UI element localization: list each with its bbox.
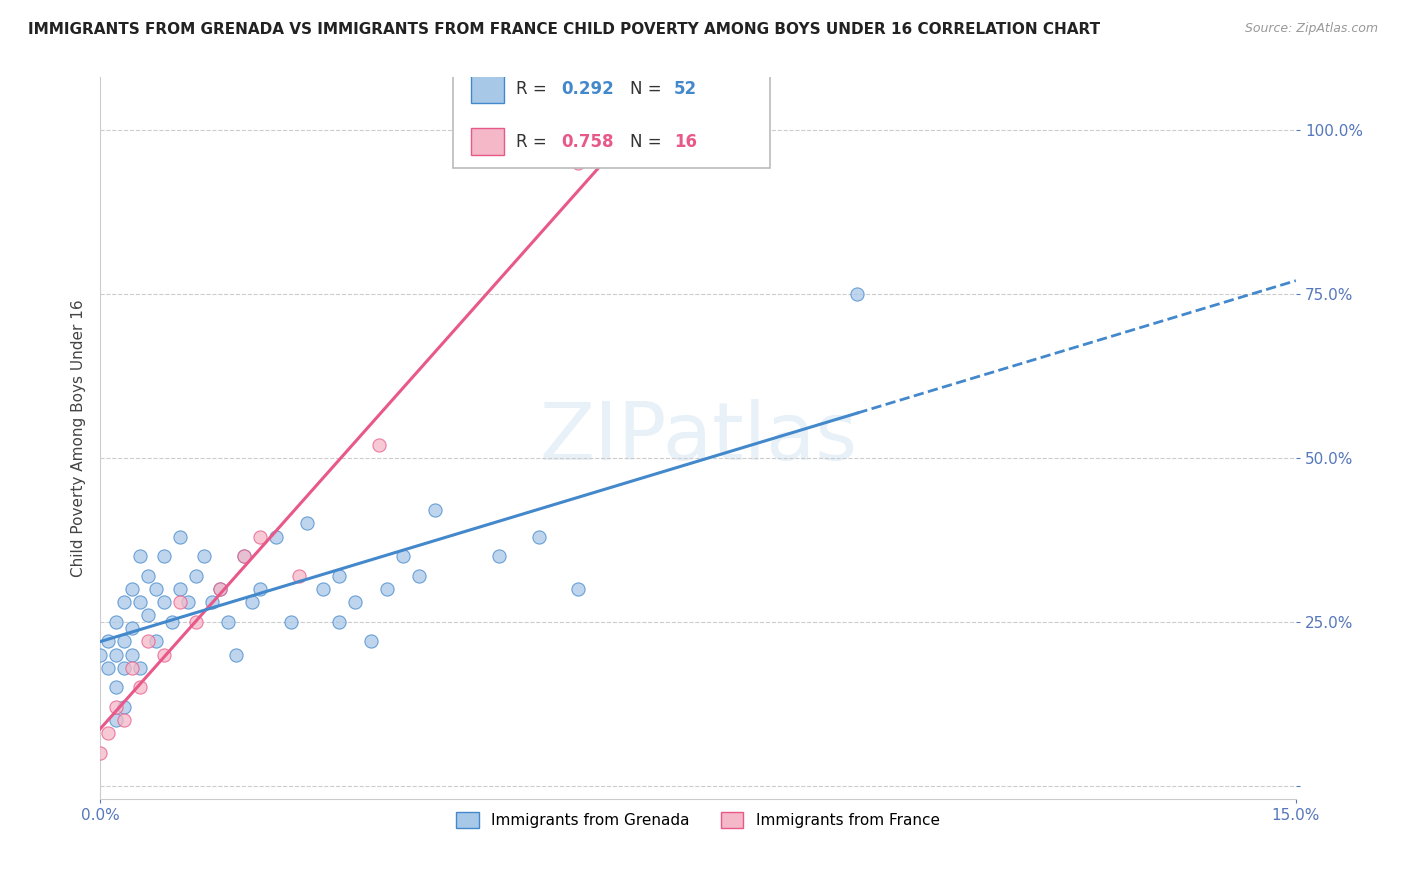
Point	[208, 582, 231, 596]
Point	[112, 661, 135, 675]
Point	[153, 595, 176, 609]
Text: 16: 16	[673, 133, 697, 151]
Point	[240, 595, 263, 609]
Point	[846, 286, 869, 301]
Point	[193, 549, 215, 564]
Text: N =: N =	[630, 133, 666, 151]
Point	[145, 634, 167, 648]
Point	[129, 549, 152, 564]
Point	[153, 648, 176, 662]
Text: 52: 52	[673, 80, 697, 98]
Point	[423, 503, 446, 517]
Y-axis label: Child Poverty Among Boys Under 16: Child Poverty Among Boys Under 16	[72, 300, 86, 577]
Point	[288, 569, 311, 583]
Point	[280, 615, 302, 629]
Point	[136, 569, 159, 583]
Point	[567, 582, 589, 596]
Point	[184, 569, 207, 583]
Text: 0.758: 0.758	[561, 133, 614, 151]
Text: R =: R =	[516, 133, 553, 151]
Point	[89, 648, 111, 662]
Point	[567, 155, 589, 169]
Point	[112, 595, 135, 609]
Text: ZIPatlas: ZIPatlas	[538, 399, 858, 477]
Point	[344, 595, 367, 609]
Point	[112, 713, 135, 727]
Point	[184, 615, 207, 629]
Point	[297, 516, 319, 531]
Text: R =: R =	[516, 80, 553, 98]
Point	[97, 634, 120, 648]
Point	[527, 529, 550, 543]
Legend: Immigrants from Grenada, Immigrants from France: Immigrants from Grenada, Immigrants from…	[450, 806, 946, 835]
Point	[97, 726, 120, 740]
Point	[89, 746, 111, 760]
Point	[105, 615, 128, 629]
Point	[121, 661, 143, 675]
Point	[129, 595, 152, 609]
Point	[105, 713, 128, 727]
Point	[249, 582, 271, 596]
Point	[169, 529, 191, 543]
Point	[121, 648, 143, 662]
Point	[375, 582, 398, 596]
Point	[328, 615, 350, 629]
Text: Source: ZipAtlas.com: Source: ZipAtlas.com	[1244, 22, 1378, 36]
Point	[153, 549, 176, 564]
Text: IMMIGRANTS FROM GRENADA VS IMMIGRANTS FROM FRANCE CHILD POVERTY AMONG BOYS UNDER: IMMIGRANTS FROM GRENADA VS IMMIGRANTS FR…	[28, 22, 1101, 37]
Point	[232, 549, 254, 564]
Point	[136, 608, 159, 623]
Point	[392, 549, 415, 564]
Point	[129, 661, 152, 675]
Point	[232, 549, 254, 564]
Point	[177, 595, 200, 609]
Point	[488, 549, 510, 564]
FancyBboxPatch shape	[453, 63, 769, 168]
Point	[408, 569, 430, 583]
Point	[105, 648, 128, 662]
Point	[145, 582, 167, 596]
Point	[328, 569, 350, 583]
Point	[121, 582, 143, 596]
Point	[225, 648, 247, 662]
Point	[129, 681, 152, 695]
Text: N =: N =	[630, 80, 666, 98]
Point	[105, 681, 128, 695]
Point	[217, 615, 239, 629]
FancyBboxPatch shape	[471, 128, 505, 155]
Text: 0.292: 0.292	[561, 80, 614, 98]
Point	[249, 529, 271, 543]
Point	[208, 582, 231, 596]
Point	[105, 700, 128, 714]
Point	[136, 634, 159, 648]
Point	[368, 438, 391, 452]
Point	[112, 634, 135, 648]
Point	[160, 615, 183, 629]
Point	[121, 621, 143, 635]
Point	[97, 661, 120, 675]
Point	[201, 595, 224, 609]
Point	[112, 700, 135, 714]
Point	[264, 529, 287, 543]
FancyBboxPatch shape	[471, 75, 505, 103]
Point	[169, 595, 191, 609]
Point	[312, 582, 335, 596]
Point	[169, 582, 191, 596]
Point	[360, 634, 382, 648]
